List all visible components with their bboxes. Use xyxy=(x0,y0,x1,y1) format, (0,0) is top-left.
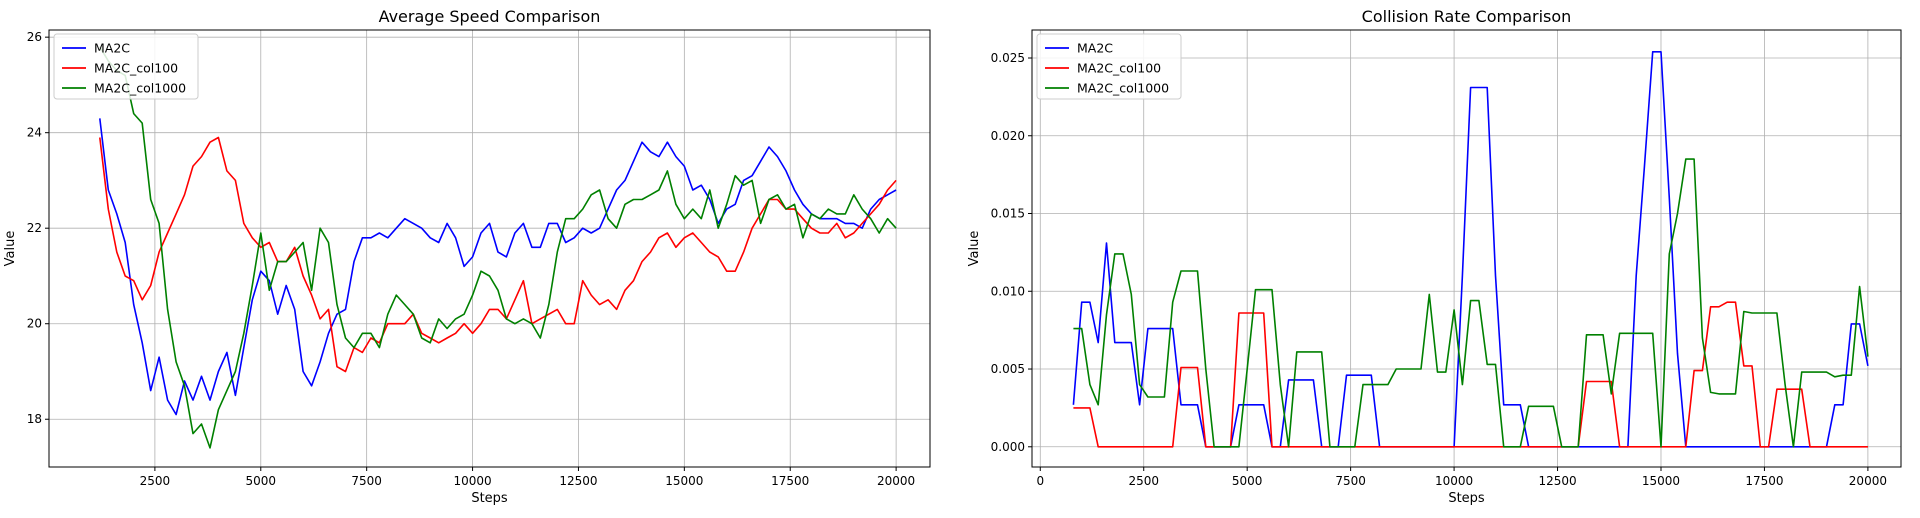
x-tick-label: 20000 xyxy=(877,474,915,488)
y-tick-label: 0.005 xyxy=(991,362,1025,376)
y-tick-label: 26 xyxy=(27,30,42,44)
x-tick-label: 12500 xyxy=(559,474,597,488)
x-tick-label: 17500 xyxy=(1745,474,1783,488)
legend: MA2C MA2C_col100 MA2C_col1000 xyxy=(1036,33,1182,100)
y-tick-label: 0.010 xyxy=(991,284,1025,298)
chart-1: 2500 5000 7500 10000 12500 15000 17500 20000 18 2… xyxy=(3,7,931,506)
y-tick-label: 0.025 xyxy=(991,51,1025,65)
x-tick-label: 15000 xyxy=(665,474,703,488)
x-tick-label: 2500 xyxy=(1128,474,1159,488)
y-tick-label: 18 xyxy=(27,412,42,426)
y-tick-label: 22 xyxy=(27,221,42,235)
x-tick-label: 5000 xyxy=(1232,474,1263,488)
legend-label: MA2C_col100 xyxy=(1077,61,1161,76)
x-tick-label: 17500 xyxy=(771,474,809,488)
legend-label: MA2C xyxy=(94,41,130,56)
series-line-ma2c xyxy=(1072,50,1869,448)
y-tick-label: 0.015 xyxy=(991,207,1025,221)
x-tick-label: 10000 xyxy=(453,474,491,488)
chart-2: 0 2500 5000 7500 10000 12500 15000 17500 20000 0.… xyxy=(967,7,1902,506)
x-tick-label: 7500 xyxy=(351,474,382,488)
x-tick-label: 20000 xyxy=(1849,474,1887,488)
plot-frame xyxy=(48,29,931,468)
legend: MA2C MA2C_col100 MA2C_col1000 xyxy=(53,33,199,100)
y-axis-label: Value xyxy=(967,231,982,267)
y-tick-label: 0.020 xyxy=(991,129,1025,143)
legend-label: MA2C_col1000 xyxy=(94,81,186,96)
legend-label: MA2C_col100 xyxy=(94,61,178,76)
x-tick-label: 0 xyxy=(1036,474,1044,488)
series-line-ma2c-col100 xyxy=(1073,301,1868,448)
x-axis-label: Steps xyxy=(1448,491,1485,506)
y-axis-label: Value xyxy=(3,231,18,267)
chart-title: Collision Rate Comparison xyxy=(1362,7,1572,26)
legend-label: MA2C xyxy=(1077,41,1113,56)
legend-box xyxy=(53,33,199,100)
series-line-ma2c-col1000 xyxy=(99,46,897,449)
series-line-ma2c xyxy=(99,118,897,416)
x-tick-label: 10000 xyxy=(1435,474,1473,488)
series-line-ma2c-col100 xyxy=(99,136,897,373)
chart-title: Average Speed Comparison xyxy=(379,7,601,26)
x-tick-label: 15000 xyxy=(1642,474,1680,488)
plot-frame xyxy=(1031,29,1902,468)
x-tick-label: 2500 xyxy=(140,474,171,488)
series-line-ma2c-col1000 xyxy=(1073,158,1869,448)
x-axis-label: Steps xyxy=(471,491,508,506)
legend-box xyxy=(1036,33,1182,100)
y-tick-label: 0.000 xyxy=(991,440,1025,454)
y-tick-label: 20 xyxy=(27,317,42,331)
x-tick-label: 7500 xyxy=(1335,474,1366,488)
x-tick-label: 5000 xyxy=(246,474,277,488)
y-tick-label: 24 xyxy=(27,126,42,140)
x-tick-label: 12500 xyxy=(1538,474,1576,488)
legend-label: MA2C_col1000 xyxy=(1077,81,1169,96)
